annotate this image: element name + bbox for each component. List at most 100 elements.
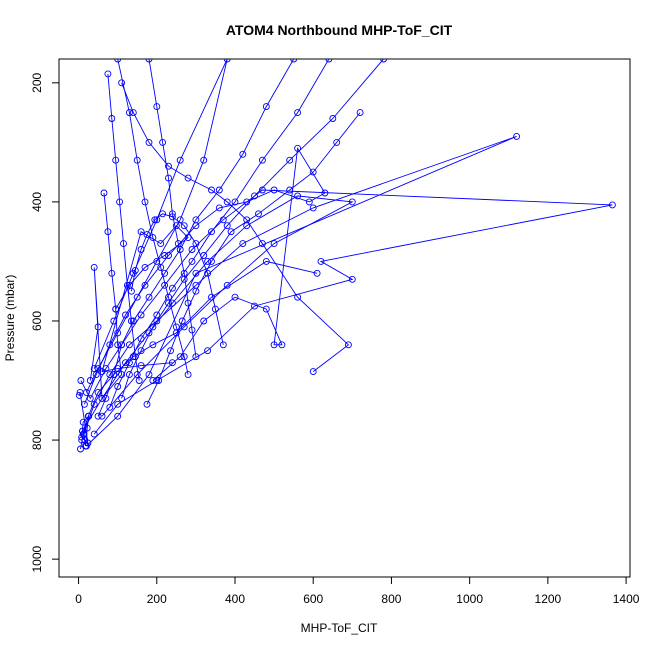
data-point [180, 222, 188, 230]
series-17 [143, 109, 364, 408]
data-point [118, 341, 126, 349]
data-point [168, 284, 176, 292]
y-axis-label: Pressure (mbar) [3, 275, 17, 362]
data-point [114, 365, 122, 373]
data-point [188, 246, 196, 253]
data-point [184, 234, 192, 242]
data-point [137, 246, 145, 253]
data-point [270, 186, 278, 194]
data-point [90, 263, 98, 271]
data-point [137, 347, 145, 355]
data-point [118, 394, 126, 402]
data-point [143, 400, 151, 408]
data-point [180, 353, 188, 361]
data-point [172, 222, 180, 230]
data-point [110, 371, 118, 379]
data-point [114, 383, 122, 390]
data-point [98, 394, 106, 402]
data-point [114, 329, 122, 337]
data-point [77, 445, 84, 453]
data-point [114, 400, 122, 408]
data-point [305, 198, 313, 206]
data-point [180, 323, 188, 331]
series-line [107, 73, 140, 381]
y-axis: 200 400 600 800 1000 [30, 72, 60, 572]
x-tick-label: 1000 [456, 592, 483, 606]
data-point [168, 299, 176, 307]
data-point [143, 231, 151, 239]
data-point [200, 317, 208, 325]
data-point [294, 192, 302, 200]
data-point [159, 138, 167, 146]
data-point [100, 189, 108, 197]
x-tick-label: 0 [75, 592, 82, 606]
data-point [106, 403, 114, 411]
series-line [80, 189, 613, 435]
data-point [137, 311, 145, 319]
data-point [161, 269, 169, 277]
data-point [192, 287, 200, 295]
data-point [176, 246, 184, 253]
data-point [114, 412, 122, 420]
series-line [109, 59, 330, 408]
series-line [85, 59, 228, 393]
y-tick-label: 400 [30, 192, 44, 212]
x-tick-label: 800 [381, 592, 401, 606]
data-point [145, 329, 153, 337]
data-point [208, 228, 215, 236]
x-tick-label: 1200 [535, 592, 562, 606]
data-point [125, 109, 133, 117]
series-8 [86, 189, 126, 402]
data-point [215, 204, 223, 212]
data-point [116, 198, 124, 206]
data-point [192, 240, 200, 248]
data-point [137, 362, 145, 370]
data-point [76, 388, 84, 396]
data-point [286, 156, 294, 164]
series-line [130, 213, 224, 345]
data-point [153, 311, 161, 319]
series-13 [118, 59, 388, 402]
plot-frame [58, 58, 631, 578]
data-point [137, 335, 145, 343]
data-point [321, 189, 329, 197]
data-point [608, 201, 616, 209]
data-point [165, 174, 172, 182]
data-point [176, 353, 184, 361]
data-point [223, 281, 231, 289]
data-point [165, 162, 172, 170]
data-point [127, 287, 135, 295]
data-point [278, 341, 286, 349]
data-point [262, 305, 270, 313]
data-point [80, 400, 88, 408]
data-point [211, 305, 219, 313]
data-point [157, 240, 165, 248]
data-point [178, 317, 186, 325]
data-point [309, 168, 317, 176]
data-point [188, 257, 196, 265]
data-point [309, 204, 317, 212]
data-point [137, 228, 145, 236]
data-point [151, 216, 159, 224]
series-7 [104, 70, 143, 384]
data-point [188, 326, 196, 334]
data-point [153, 257, 161, 265]
data-point [329, 115, 337, 122]
series-line [82, 195, 354, 432]
data-point [98, 368, 106, 376]
series-line [117, 59, 189, 375]
data-point [184, 299, 192, 307]
series-18 [127, 210, 227, 349]
data-point [104, 228, 112, 236]
data-point [114, 341, 122, 349]
data-point [192, 269, 200, 277]
data-point [356, 109, 364, 117]
data-point [223, 198, 231, 206]
data-point [108, 269, 116, 277]
data-point [84, 439, 92, 447]
data-point [125, 371, 133, 379]
data-point [168, 359, 176, 367]
data-point [90, 430, 98, 438]
data-point [112, 305, 120, 313]
data-point [172, 323, 180, 331]
